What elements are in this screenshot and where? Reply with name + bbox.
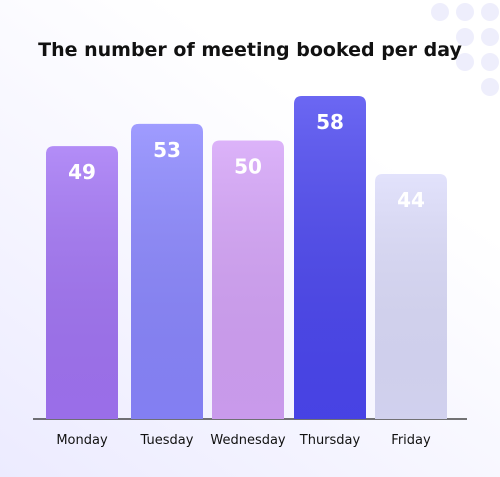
x-tick-label: Friday [391, 433, 431, 448]
value-label: 50 [234, 155, 262, 179]
decor-dots [431, 3, 499, 96]
value-label: 53 [153, 138, 181, 162]
x-tick-label: Wednesday [210, 433, 286, 448]
value-label: 58 [316, 110, 344, 134]
bar-shade [46, 146, 118, 419]
value-label: 44 [397, 188, 425, 212]
bar-shade [294, 96, 366, 419]
x-tick-label: Tuesday [140, 433, 194, 448]
chart-title: The number of meeting booked per day [38, 39, 462, 61]
value-label: 49 [68, 160, 96, 184]
x-tick-label: Monday [56, 433, 108, 448]
x-tick-label: Thursday [299, 433, 361, 448]
bar-shade [212, 140, 284, 419]
bar-shade [375, 173, 447, 419]
bar-shade [131, 123, 203, 420]
